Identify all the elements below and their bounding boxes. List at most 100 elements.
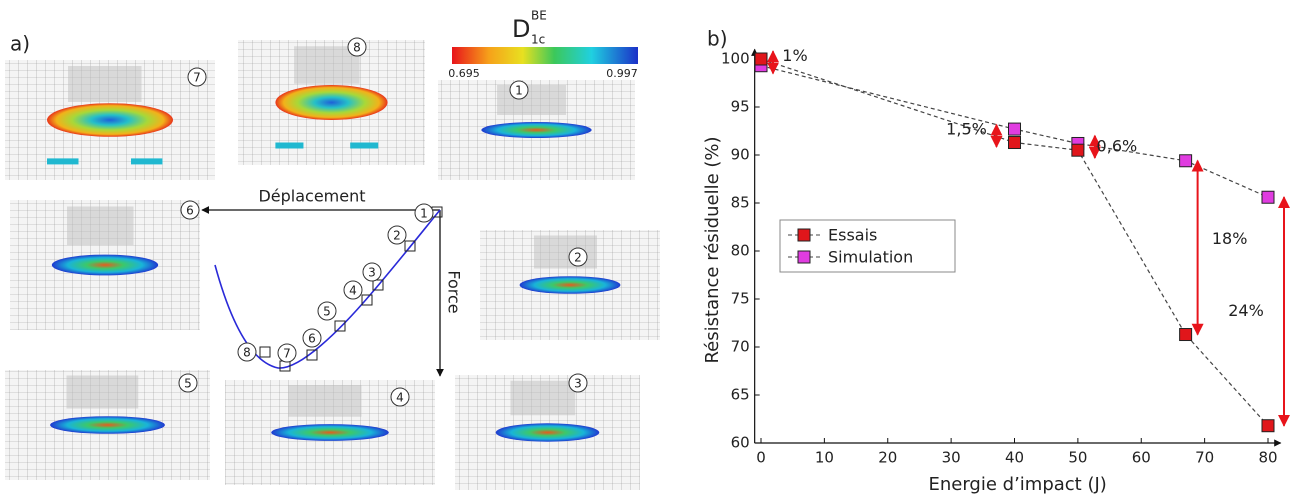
mesh-block bbox=[66, 375, 139, 409]
state-label: 1 bbox=[515, 84, 523, 98]
state-circle bbox=[180, 200, 200, 220]
x-tick-label: 0 bbox=[756, 449, 766, 467]
force-curve bbox=[214, 209, 441, 369]
x-axis-title: Energie d’impact (J) bbox=[928, 474, 1106, 495]
state-circle bbox=[237, 342, 257, 362]
damage-zone bbox=[50, 416, 165, 434]
y-tick-label: 80 bbox=[731, 242, 750, 260]
point-marker bbox=[1261, 419, 1275, 433]
state-circle bbox=[277, 343, 297, 363]
state-circle bbox=[390, 387, 410, 407]
mesh-block bbox=[288, 385, 362, 417]
point-marker bbox=[1179, 154, 1193, 168]
damage-strip bbox=[275, 142, 304, 149]
mesh-block bbox=[68, 66, 142, 102]
state-circle bbox=[362, 262, 382, 282]
point-marker bbox=[1261, 190, 1275, 204]
state-label: 1 bbox=[420, 207, 428, 221]
disp-label: Déplacement bbox=[258, 187, 365, 206]
damage-zone bbox=[519, 276, 621, 294]
force-label: Force bbox=[445, 270, 464, 313]
panel-label: b) bbox=[707, 27, 728, 51]
state-label: 6 bbox=[308, 332, 316, 346]
y-tick-label: 85 bbox=[731, 194, 750, 212]
mesh-block bbox=[497, 85, 567, 115]
state-circle bbox=[414, 203, 434, 223]
state-label: 2 bbox=[574, 251, 582, 265]
x-tick-label: 50 bbox=[1068, 449, 1087, 467]
damage-zone bbox=[271, 424, 389, 441]
series-line bbox=[760, 65, 1269, 198]
colorbar bbox=[452, 47, 638, 64]
state-circle bbox=[317, 301, 337, 321]
state-label: 4 bbox=[396, 391, 404, 405]
curve-marker bbox=[259, 346, 271, 358]
annotation: 18% bbox=[1212, 229, 1248, 248]
x-tick-label: 60 bbox=[1132, 449, 1151, 467]
panel-label: a) bbox=[10, 32, 30, 56]
state-circle bbox=[568, 373, 588, 393]
state-circle bbox=[347, 37, 367, 57]
curve-marker bbox=[306, 349, 318, 361]
y-tick-label: 60 bbox=[731, 434, 750, 452]
mesh-block bbox=[510, 380, 576, 416]
colorbar-min: 0.695 bbox=[448, 67, 480, 80]
y-tick-label: 70 bbox=[731, 338, 750, 356]
colorbar-sub: 1c bbox=[531, 33, 545, 47]
curve-marker bbox=[404, 240, 416, 252]
state-label: 3 bbox=[574, 377, 582, 391]
state-label: 2 bbox=[393, 229, 401, 243]
damage-zone bbox=[481, 122, 592, 138]
legend-marker bbox=[797, 250, 811, 264]
state-label: 8 bbox=[243, 346, 251, 360]
mesh-block bbox=[534, 235, 597, 269]
state-label: 7 bbox=[193, 71, 201, 85]
state-circle bbox=[387, 225, 407, 245]
x-tick-label: 10 bbox=[815, 449, 834, 467]
y-axis-title: Résistance résiduelle (%) bbox=[702, 136, 723, 363]
y-tick-label: 90 bbox=[731, 146, 750, 164]
state-circle bbox=[568, 247, 588, 267]
point-marker bbox=[754, 52, 768, 66]
state-circle bbox=[509, 80, 529, 100]
damage-zone bbox=[51, 254, 159, 276]
colorbar-symbol: D bbox=[512, 15, 530, 43]
point-marker bbox=[1179, 328, 1193, 342]
state-label: 8 bbox=[353, 41, 361, 55]
damage-strip bbox=[350, 142, 379, 149]
damage-strip bbox=[47, 158, 79, 165]
y-tick-label: 65 bbox=[731, 386, 750, 404]
state-label: 4 bbox=[349, 284, 357, 298]
curve-marker bbox=[334, 320, 346, 332]
damage-zone bbox=[47, 103, 173, 137]
y-tick-label: 75 bbox=[731, 290, 750, 308]
state-label: 7 bbox=[283, 347, 291, 361]
y-tick-label: 95 bbox=[731, 98, 750, 116]
state-circle bbox=[178, 373, 198, 393]
mesh-block bbox=[294, 46, 360, 84]
legend-marker bbox=[797, 228, 811, 242]
damage-zone bbox=[495, 423, 600, 442]
point-marker bbox=[1008, 122, 1021, 136]
mesh-block bbox=[67, 206, 134, 246]
legend-label: Essais bbox=[828, 226, 877, 245]
point-marker bbox=[1071, 143, 1085, 157]
state-circle bbox=[187, 67, 207, 87]
colorbar-sup: BE bbox=[531, 9, 547, 23]
state-label: 3 bbox=[368, 266, 376, 280]
annotation: 0,6% bbox=[1097, 136, 1138, 155]
state-label: 5 bbox=[184, 377, 192, 391]
x-tick-label: 70 bbox=[1195, 449, 1214, 467]
x-tick-label: 40 bbox=[1005, 449, 1024, 467]
colorbar-max: 0.997 bbox=[606, 67, 638, 80]
x-tick-label: 20 bbox=[878, 449, 897, 467]
point-marker bbox=[1008, 136, 1021, 150]
state-circle bbox=[343, 280, 363, 300]
curve-marker bbox=[361, 294, 373, 306]
state-circle bbox=[302, 328, 322, 348]
state-label: 6 bbox=[186, 204, 194, 218]
curve-marker bbox=[372, 279, 384, 291]
annotation: 24% bbox=[1228, 301, 1264, 320]
legend-label: Simulation bbox=[828, 248, 913, 267]
